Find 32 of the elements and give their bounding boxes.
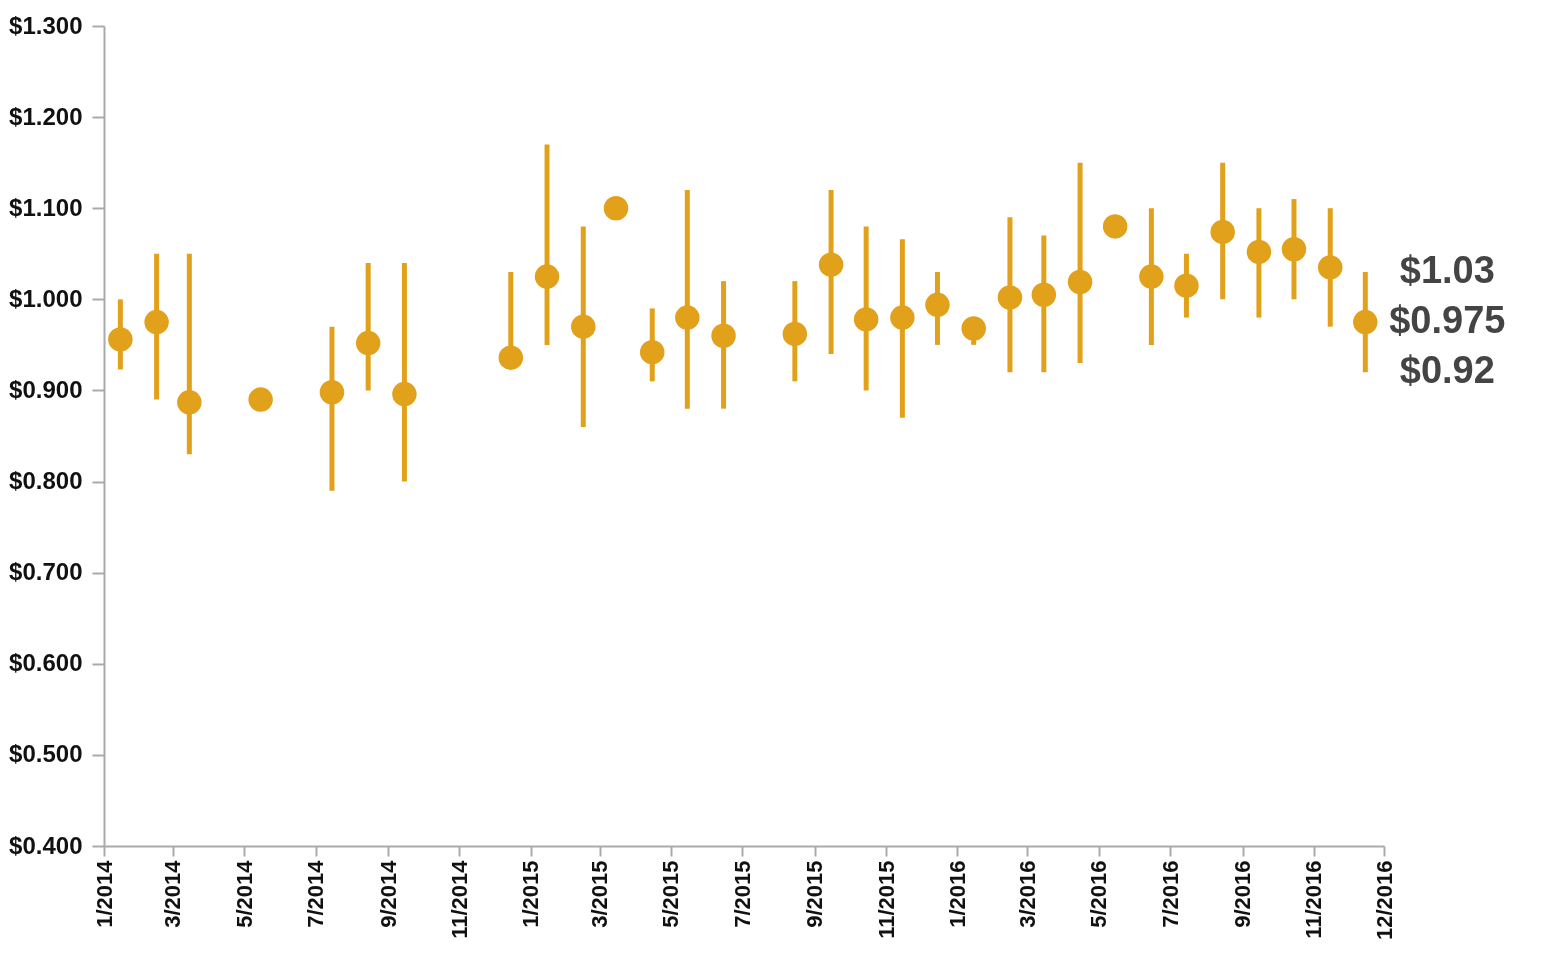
y-tick-label: $0.800 (9, 467, 83, 495)
x-tick-label: 3/2016 (1014, 860, 1040, 928)
y-tick-label: $0.900 (9, 375, 83, 403)
x-tick-label: 9/2016 (1230, 860, 1256, 928)
y-tick-label: $1.000 (9, 284, 83, 312)
annotation: $0.975 (1389, 299, 1506, 342)
x-tick-label: 9/2015 (802, 860, 828, 928)
y-tick-label: $1.200 (9, 102, 83, 130)
x-tick-label: 11/2014 (446, 859, 472, 939)
x-tick-label: 11/2016 (1301, 860, 1327, 939)
x-tick-label: 7/2016 (1157, 860, 1183, 928)
x-tick-label: 3/2015 (587, 860, 613, 928)
x-tick-label: 12/2016 (1371, 860, 1397, 941)
x-tick-label: 5/2015 (658, 860, 684, 928)
x-tick-label: 5/2016 (1086, 860, 1112, 928)
x-tick-label: 1/2016 (944, 860, 970, 928)
y-tick-label: $0.500 (9, 740, 83, 768)
x-tick-label: 11/2015 (873, 860, 899, 939)
x-tick-label: 3/2014 (160, 859, 186, 928)
x-tick-label: 1/2014 (91, 859, 117, 928)
y-tick-label: $1.300 (9, 11, 83, 39)
y-tick-label: $0.400 (9, 831, 83, 859)
y-tick-label: $0.600 (9, 649, 83, 677)
x-tick-label: 7/2015 (729, 860, 755, 928)
x-tick-label: 9/2014 (375, 859, 401, 928)
x-tick-label: 1/2015 (518, 860, 544, 928)
annotation: $1.03 (1399, 249, 1495, 291)
x-tick-label: 5/2014 (231, 859, 257, 928)
annotation: $0.92 (1399, 349, 1495, 392)
x-tick-label: 7/2014 (303, 859, 329, 928)
y-tick-label: $0.700 (9, 558, 83, 586)
y-tick-label: $1.100 (9, 193, 83, 221)
